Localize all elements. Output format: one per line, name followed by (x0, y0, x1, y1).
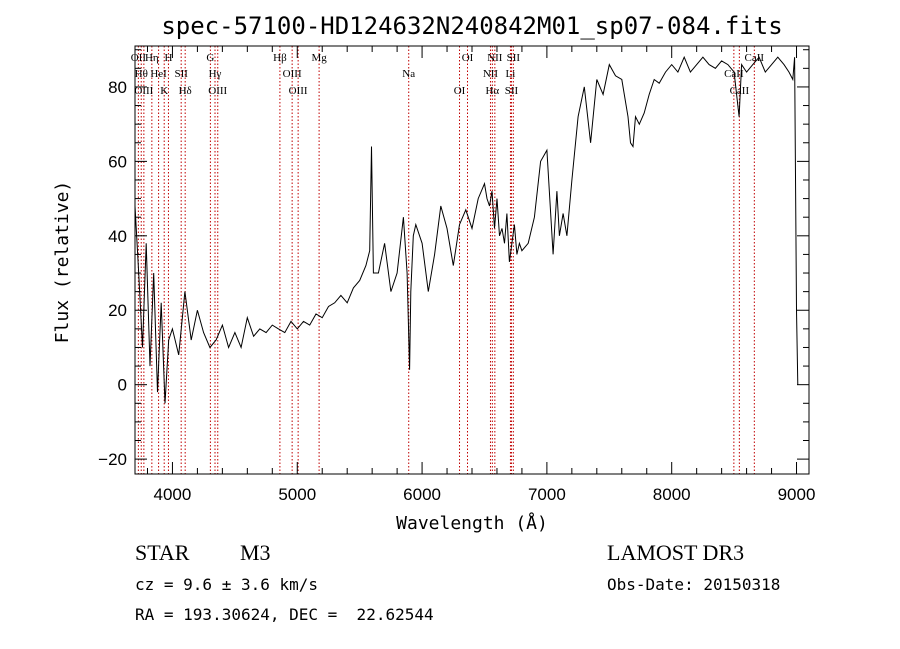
y-tick-label-2: 20 (108, 301, 127, 320)
line-label-21: NII (487, 52, 503, 64)
spectral-subclass: M3 (240, 540, 271, 565)
line-label-4: HeI (150, 68, 167, 80)
line-label-1: Hθ (135, 68, 148, 80)
line-label-26: CaII (730, 85, 750, 97)
line-label-16: Na (402, 68, 415, 80)
line-label-5: K (160, 85, 168, 97)
line-label-24: SII (507, 52, 521, 64)
line-label-23: SII (505, 85, 519, 97)
y-tick-label-4: 60 (108, 152, 127, 171)
line-label-10: Hγ (209, 68, 222, 80)
y-axis-ticks: −20 0 20 40 60 80 (98, 49, 809, 469)
x-tick-label-3: 7000 (528, 485, 566, 504)
spectrum-line (134, 55, 799, 404)
line-label-3: Hη (145, 52, 159, 64)
line-label-20: Hα (485, 85, 499, 97)
line-label-6: H (164, 52, 172, 64)
line-label-19: NII (483, 68, 499, 80)
line-label-11: OIII (208, 85, 227, 97)
x-axis-ticks: 4000 5000 6000 7000 8000 9000 (146, 46, 816, 504)
line-label-14: OIII (289, 85, 308, 97)
y-axis-label: Flux (relative) (52, 181, 73, 344)
line-label-13: OIII (283, 68, 302, 80)
line-label-2: OIII (134, 85, 153, 97)
line-label-17: OI (454, 85, 466, 97)
y-tick-label-0: −20 (98, 450, 127, 469)
redshift-cz: cz = 9.6 ± 3.6 km/s (135, 575, 318, 594)
line-label-9: G (206, 52, 214, 64)
line-label-0: OII (131, 52, 147, 64)
x-tick-label-4: 8000 (653, 485, 691, 504)
x-axis-label: Wavelength (Å) (396, 512, 548, 534)
spectral-line-labels: OIIHθOIIIHηHeIKHSIIHδGHγOIIIHβOIIIOIIIMg… (131, 52, 765, 97)
line-label-12: Hβ (273, 52, 287, 64)
line-label-15: Mg (311, 52, 327, 64)
line-label-18: OI (462, 52, 474, 64)
y-tick-label-1: 0 (118, 376, 127, 395)
y-tick-label-3: 40 (108, 227, 127, 246)
spectral-line-markers (137, 46, 755, 474)
x-tick-label-0: 4000 (154, 485, 192, 504)
x-tick-label-1: 5000 (278, 485, 316, 504)
line-label-7: SII (174, 68, 188, 80)
plot-frame (134, 45, 810, 475)
x-tick-label-2: 6000 (403, 485, 441, 504)
line-label-8: Hδ (179, 85, 192, 97)
line-label-27: CaII (745, 52, 765, 64)
coordinates: RA = 193.30624, DEC = 22.62544 (135, 605, 434, 624)
x-tick-label-5: 9000 (778, 485, 816, 504)
chart-title: spec-57100-HD124632N240842M01_sp07-084.f… (161, 12, 782, 40)
survey-name: LAMOST DR3 (607, 540, 744, 565)
obs-date: Obs-Date: 20150318 (607, 575, 780, 594)
object-type: STAR (135, 540, 190, 565)
line-label-22: Li (506, 68, 516, 80)
y-tick-label-5: 80 (108, 78, 127, 97)
